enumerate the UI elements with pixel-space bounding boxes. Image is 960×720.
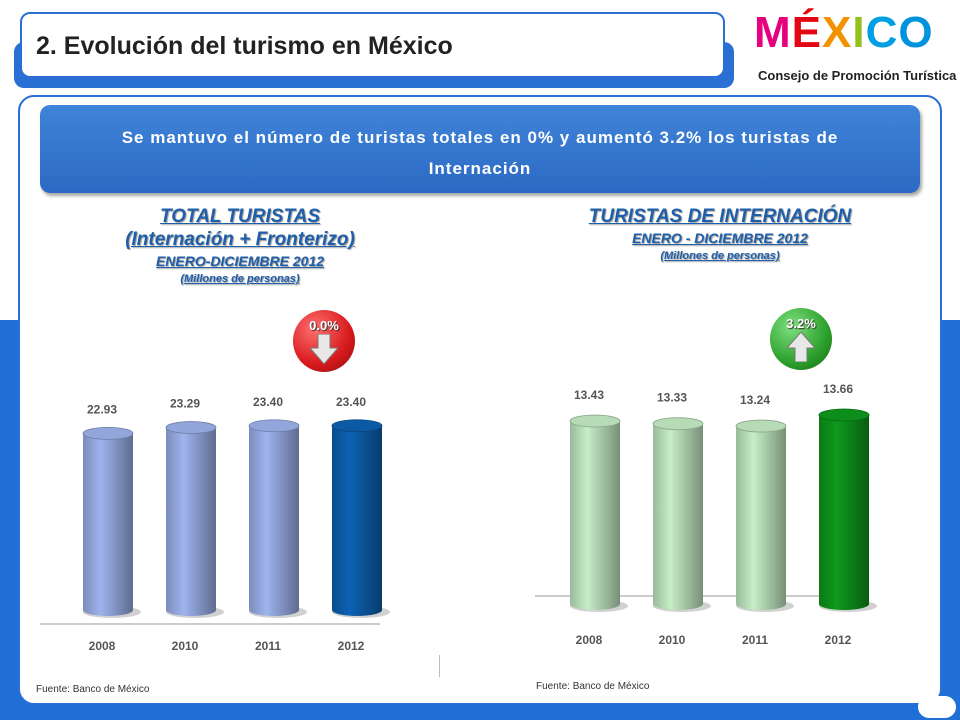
logo-letter: X	[822, 8, 853, 57]
right-change-badge: 3.2%	[770, 308, 832, 370]
bar	[82, 426, 141, 618]
tick-label: 2010	[659, 633, 686, 647]
bar	[248, 419, 307, 618]
bar	[652, 417, 711, 612]
bar	[818, 408, 877, 612]
value-label: 13.66	[823, 382, 853, 396]
value-label: 13.33	[657, 391, 687, 405]
tick-label: 2012	[338, 639, 365, 653]
bar	[165, 421, 224, 618]
value-label: 13.43	[574, 388, 604, 402]
panel-divider	[439, 655, 440, 677]
right-change-label: 3.2%	[786, 316, 816, 331]
logo-letter: O	[898, 8, 934, 57]
right-chart-period: ENERO - DICIEMBRE 2012	[632, 230, 808, 246]
logo-wordmark: MÉXICO	[754, 8, 934, 58]
left-chart-subtitle: (Internación + Fronterizo)	[125, 229, 355, 250]
mexico-logo: MÉXICO Consejo de Promoción Turística	[752, 8, 956, 88]
left-chart-title: TOTAL TURISTAS	[159, 206, 321, 227]
tick-label: 2008	[89, 639, 116, 653]
page-title: 2. Evolución del turismo en México	[36, 32, 453, 60]
tick-label: 2012	[825, 633, 852, 647]
logo-letter: M	[754, 8, 792, 57]
banner-text: Se mantuvo el número de turistas totales…	[121, 128, 839, 178]
value-label: 22.93	[87, 402, 117, 416]
tick-label: 2010	[172, 639, 199, 653]
corner-tab	[918, 696, 956, 718]
right-bar-chart: 13.43 2008 13.33 2010 13.24 2011 13.66 2012	[535, 382, 877, 647]
left-source-note: Fuente: Banco de México	[36, 684, 150, 695]
bar	[331, 419, 390, 618]
left-bar-chart: 22.93 2008 23.29 2010 23.40 2011 23.40 2012	[40, 395, 390, 653]
right-chart-heading: TURISTAS DE INTERNACIÓN ENERO - DICIEMBR…	[530, 205, 910, 264]
left-chart-unit: (Millones de personas)	[180, 273, 300, 285]
logo-letter: É	[791, 8, 823, 57]
value-label: 23.40	[336, 395, 366, 409]
right-chart-unit: (Millones de personas)	[660, 250, 780, 262]
left-change-badge: 0.0%	[293, 310, 355, 372]
logo-letter: C	[865, 8, 899, 57]
left-chart-heading: TOTAL TURISTAS (Internación + Fronterizo…	[60, 205, 420, 287]
arrow-up-icon	[787, 332, 815, 362]
bar	[569, 414, 628, 612]
title-box: 2. Evolución del turismo en México	[20, 12, 725, 78]
value-label: 23.40	[253, 395, 283, 409]
logo-subtitle: Consejo de Promoción Turística	[758, 68, 957, 83]
bar	[735, 419, 794, 612]
value-label: 13.24	[740, 393, 770, 407]
logo-letter: I	[852, 8, 866, 57]
summary-banner: Se mantuvo el número de turistas totales…	[40, 105, 920, 193]
value-label: 23.29	[170, 397, 200, 411]
arrow-down-icon	[310, 334, 338, 364]
tick-label: 2008	[576, 633, 603, 647]
tick-label: 2011	[742, 633, 768, 647]
left-chart-period: ENERO-DICIEMBRE 2012	[155, 253, 325, 269]
right-chart-title: TURISTAS DE INTERNACIÓN	[588, 206, 852, 227]
left-change-label: 0.0%	[309, 318, 339, 333]
tick-label: 2011	[255, 639, 281, 653]
right-source-note: Fuente: Banco de México	[536, 681, 650, 692]
